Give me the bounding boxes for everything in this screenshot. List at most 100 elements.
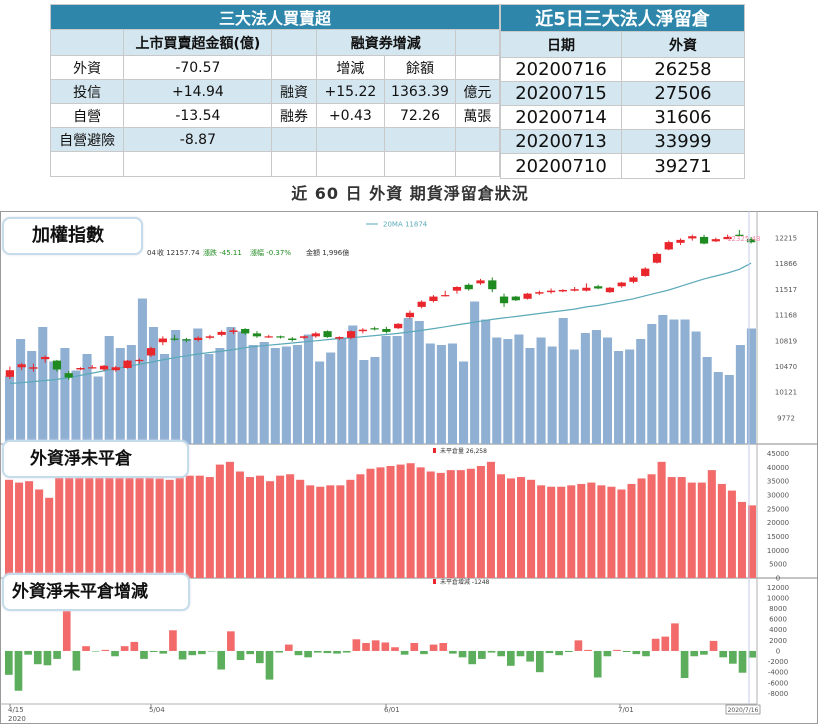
ma-legend-label: 20MA 11874 bbox=[383, 221, 428, 229]
oi-bar bbox=[436, 472, 445, 578]
change-bar bbox=[178, 650, 187, 660]
volume-bar bbox=[647, 324, 657, 444]
change-bar bbox=[120, 646, 129, 651]
oi-bar bbox=[35, 489, 44, 578]
change-bar bbox=[622, 650, 631, 653]
row-name: 自營避險 bbox=[49, 127, 125, 152]
info-pct: 漲幅 -0.37% bbox=[250, 248, 291, 257]
volume-bar bbox=[60, 348, 70, 444]
left-table-title: 三大法人買賣超 bbox=[50, 4, 500, 30]
volume-bar bbox=[525, 348, 535, 444]
oi-bar bbox=[527, 479, 536, 578]
change-bar bbox=[371, 640, 380, 651]
change-bar bbox=[82, 646, 90, 651]
candle-body bbox=[17, 364, 26, 368]
oi-bar bbox=[306, 485, 315, 578]
change-bar bbox=[661, 636, 670, 651]
oi-bar bbox=[557, 486, 566, 578]
volume-bar bbox=[359, 360, 369, 444]
change-bar bbox=[246, 650, 254, 655]
oi-bar bbox=[466, 468, 475, 578]
y-tick-label: -6000 bbox=[768, 679, 788, 687]
y-tick-label: 0 bbox=[776, 575, 780, 583]
change-bar bbox=[236, 650, 245, 660]
oi-bar bbox=[145, 471, 154, 578]
oi-bar bbox=[667, 477, 676, 578]
oi-bar bbox=[737, 501, 746, 578]
candle-body bbox=[52, 360, 62, 370]
change-bar bbox=[613, 649, 621, 651]
volume-bar bbox=[27, 351, 37, 444]
volume-bar bbox=[724, 375, 734, 444]
y-tick-label: 25000 bbox=[767, 505, 789, 513]
change-bar bbox=[313, 650, 322, 653]
change-bar bbox=[632, 650, 641, 655]
oi-bar bbox=[486, 461, 495, 578]
change-bar bbox=[130, 641, 139, 651]
high-mark-label: 12325.48 bbox=[727, 235, 760, 243]
candle-body bbox=[288, 338, 297, 341]
change-bar bbox=[198, 650, 206, 655]
candle-body bbox=[299, 336, 309, 338]
last-date-label: 2020/7/16 bbox=[728, 707, 759, 714]
date-cell: 20200713 bbox=[500, 129, 622, 154]
date-cell: 20200715 bbox=[500, 81, 622, 106]
candle-body bbox=[205, 336, 215, 338]
oi-bar bbox=[376, 467, 385, 578]
oi-bar bbox=[617, 489, 626, 578]
candle-body bbox=[582, 287, 591, 291]
volume-bar bbox=[126, 345, 136, 444]
oi-bar bbox=[135, 474, 144, 578]
change-bar bbox=[564, 650, 573, 653]
change-bar bbox=[362, 643, 370, 651]
change-bar bbox=[603, 650, 612, 657]
change-bar bbox=[729, 650, 737, 664]
change-bar bbox=[680, 650, 689, 679]
oi-bar bbox=[65, 477, 74, 578]
oi-bar bbox=[235, 471, 244, 578]
y-tick-label: -4000 bbox=[768, 669, 788, 677]
y-tick-label: 11866 bbox=[775, 260, 798, 268]
volume-bar bbox=[171, 330, 181, 444]
change-bar bbox=[391, 647, 399, 651]
change-bar bbox=[487, 650, 496, 653]
candle-body bbox=[229, 330, 238, 332]
candle-body bbox=[417, 301, 426, 307]
volume-bar bbox=[558, 318, 568, 444]
y-tick-label: -8000 bbox=[768, 690, 788, 698]
change-bar bbox=[410, 643, 419, 651]
volume-bar bbox=[237, 331, 247, 444]
volume-bar bbox=[403, 318, 413, 444]
change-bar bbox=[420, 650, 428, 655]
oi-bar bbox=[517, 477, 526, 578]
oi-bar bbox=[717, 483, 726, 578]
oi-bar bbox=[627, 483, 636, 578]
volume-bar bbox=[436, 345, 446, 444]
volume-bar bbox=[215, 348, 225, 444]
oi-bar bbox=[346, 479, 355, 578]
volume-bar bbox=[713, 372, 723, 444]
value-cell: 27506 bbox=[621, 81, 745, 106]
candle-body bbox=[629, 277, 638, 282]
oi-bar bbox=[366, 468, 375, 578]
candle-body bbox=[123, 360, 132, 368]
candle-body bbox=[370, 328, 379, 330]
volume-bar bbox=[735, 345, 745, 444]
oi-bar bbox=[637, 478, 646, 578]
candle-body bbox=[382, 328, 391, 332]
row-amount: -70.57 bbox=[123, 55, 273, 80]
change-bar bbox=[101, 649, 110, 651]
volume-bar bbox=[248, 345, 258, 444]
value-cell: 33999 bbox=[621, 129, 745, 154]
change-bar bbox=[468, 650, 477, 665]
volume-bar bbox=[636, 339, 646, 444]
candle-body bbox=[264, 336, 273, 338]
candle-body bbox=[394, 323, 403, 329]
x-tick-label: 4/15 bbox=[8, 706, 24, 714]
volume-bar bbox=[447, 343, 458, 444]
margin-kind: 融資 bbox=[271, 79, 317, 104]
volume-bar bbox=[226, 327, 236, 444]
col-foreign-header: 外資 bbox=[621, 31, 745, 58]
change-bar bbox=[738, 650, 747, 673]
oi-bar bbox=[677, 477, 686, 578]
